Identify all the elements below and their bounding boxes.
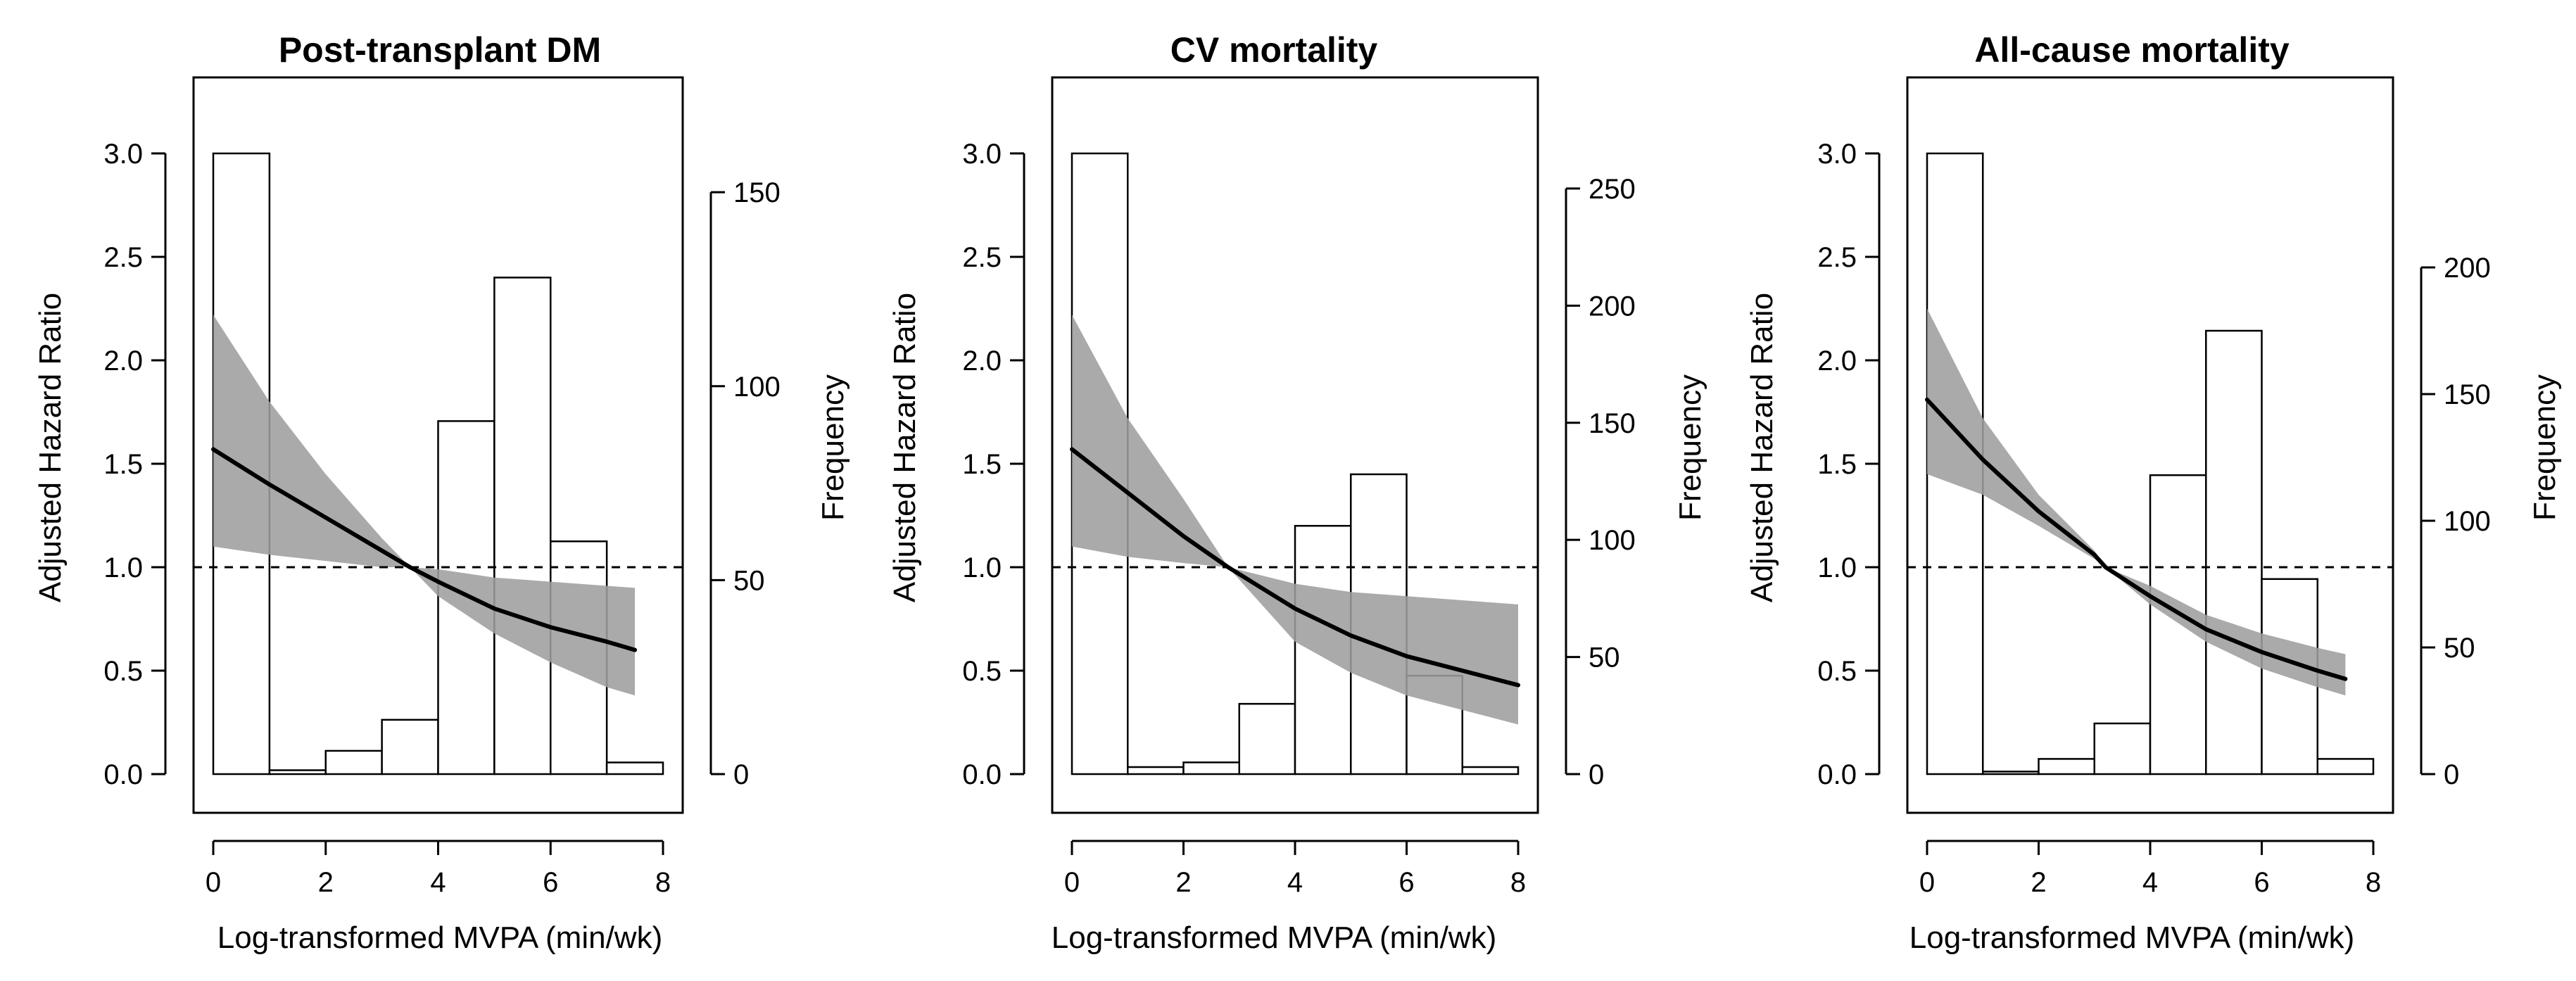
histogram-bar [1238, 702, 1296, 776]
y2-tick-label: 200 [1589, 291, 1636, 322]
histogram-bar [2316, 758, 2375, 776]
y-tick-label: 1.0 [962, 552, 1002, 583]
y-tick-label: 1.5 [962, 449, 1002, 480]
x-tick-label: 6 [2254, 867, 2269, 898]
panel-post-transplant-dm: Post-transplant DM Log-transformed MVPA … [33, 30, 850, 955]
y-tick-label: 0.0 [962, 759, 1002, 790]
x-tick-label: 4 [430, 867, 446, 898]
histogram-bar [1982, 771, 2040, 776]
x-tick-label: 2 [2031, 867, 2046, 898]
histogram-bar [493, 277, 552, 776]
y2-tick-label: 50 [2444, 633, 2475, 664]
hazard-ratio-curve [211, 447, 638, 652]
plot-frame [1906, 76, 2394, 814]
y-axis-label: Adjusted Hazard Ratio [1745, 293, 1779, 602]
x-tick-label: 4 [1287, 867, 1303, 898]
panel-cv-mortality: CV mortality Log-transformed MVPA (min/w… [888, 30, 1707, 955]
y-tick-label: 1.0 [103, 552, 143, 583]
y2-tick-label: 50 [1589, 643, 1620, 673]
x-tick-label: 8 [2366, 867, 2381, 898]
y2-tick-label: 0 [733, 759, 749, 790]
plot-frame [1051, 76, 1539, 814]
y-tick-label: 0.0 [1817, 759, 1857, 790]
y2-tick-label: 100 [1589, 525, 1636, 556]
y2-tick-label: 200 [2444, 253, 2491, 284]
panel-all-cause-mortality: All-cause mortality Log-transformed MVPA… [1745, 30, 2562, 955]
x-tick-label: 0 [1919, 867, 1935, 898]
histogram-bar [2093, 722, 2152, 776]
y-axis-label: Adjusted Hazard Ratio [33, 293, 68, 602]
x-axis-label: Log-transformed MVPA (min/wk) [1909, 920, 2354, 955]
y-tick-label: 3.0 [962, 139, 1002, 170]
y-tick-label: 0.5 [1817, 656, 1857, 687]
x-tick-label: 8 [655, 867, 671, 898]
panel-title: All-cause mortality [1974, 30, 2290, 70]
x-tick-label: 0 [206, 867, 221, 898]
x-axis-label: Log-transformed MVPA (min/wk) [217, 920, 662, 955]
x-tick-label: 2 [1175, 867, 1191, 898]
histogram-bar [381, 719, 439, 776]
y-tick-label: 2.5 [962, 242, 1002, 273]
hazard-ratio-curve [1070, 447, 1520, 688]
y-axis-label: Adjusted Hazard Ratio [888, 293, 922, 602]
y-tick-label: 2.0 [962, 346, 1002, 376]
confidence-band [213, 315, 636, 696]
y2-tick-label: 0 [1589, 759, 1604, 790]
y-tick-label: 1.5 [103, 449, 143, 480]
y-tick-label: 0.5 [103, 656, 143, 687]
histogram-bar [2205, 329, 2263, 776]
y-tick-label: 0.5 [962, 656, 1002, 687]
y-tick-label: 2.0 [103, 346, 143, 376]
y2-tick-label: 100 [733, 372, 781, 403]
y2-axis-label: Frequency [1673, 374, 1707, 521]
panel-title: Post-transplant DM [279, 30, 601, 70]
histogram-bar [268, 769, 327, 776]
x-tick-label: 8 [1510, 867, 1526, 898]
y-tick-label: 2.0 [1817, 346, 1857, 376]
histogram-bar [605, 761, 664, 776]
y2-tick-label: 100 [2444, 506, 2491, 537]
hazard-ratio-curve [1925, 397, 2348, 681]
plot-frame [192, 76, 684, 814]
panel-title: CV mortality [1170, 30, 1378, 70]
x-tick-label: 6 [543, 867, 558, 898]
x-tick-label: 2 [318, 867, 334, 898]
x-tick-label: 4 [2142, 867, 2158, 898]
y-tick-label: 0.0 [103, 759, 143, 790]
y2-axis-label: Frequency [2527, 374, 2562, 521]
y2-tick-label: 150 [1589, 408, 1636, 439]
histogram-bar [1461, 766, 1520, 776]
y2-axis-label: Frequency [816, 374, 850, 521]
y2-tick-label: 50 [733, 565, 765, 596]
y-tick-label: 3.0 [103, 139, 143, 170]
y-tick-label: 1.5 [1817, 449, 1857, 480]
histogram-bar [2038, 758, 2095, 776]
histogram-bar [1127, 766, 1185, 776]
y2-tick-label: 150 [733, 177, 781, 208]
histogram-bar [1182, 761, 1240, 776]
x-tick-label: 0 [1064, 867, 1080, 898]
y-tick-label: 2.5 [103, 242, 143, 273]
x-tick-label: 6 [1399, 867, 1414, 898]
y2-tick-label: 250 [1589, 174, 1636, 205]
y2-tick-label: 0 [2444, 759, 2459, 790]
confidence-band [1072, 315, 1518, 725]
x-axis-label: Log-transformed MVPA (min/wk) [1052, 920, 1496, 955]
y-tick-label: 2.5 [1817, 242, 1857, 273]
y2-tick-label: 150 [2444, 379, 2491, 410]
y-tick-label: 3.0 [1817, 139, 1857, 170]
histogram-bar [324, 749, 383, 776]
y-tick-label: 1.0 [1817, 552, 1857, 583]
confidence-band [1927, 308, 2346, 696]
